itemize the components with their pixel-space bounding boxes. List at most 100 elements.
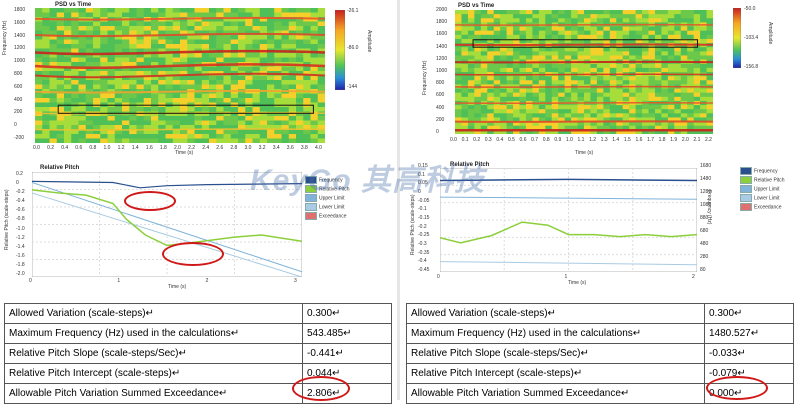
heatmap-cell [172,75,181,81]
heatmap-cell [577,129,585,134]
heatmap-cell [551,34,559,40]
heatmap-cell [629,96,636,102]
heatmap-cell [558,113,565,118]
tick-label: 2.0 [681,137,689,143]
heatmap-cell [71,120,79,126]
heatmap-cell [245,84,253,90]
left-heatmap-title: PSD vs Time [55,2,92,8]
heatmap-cell [296,98,304,103]
heatmap-cell [216,26,224,31]
heatmap-cell [500,26,507,31]
right-colorbar-label: Amplitude [767,22,773,45]
heatmap-cell [100,98,108,103]
heatmap-cell [187,30,195,36]
heatmap-cell [564,92,572,98]
heatmap-cell [661,117,669,122]
heatmap-cell [467,121,475,127]
heatmap-cell [317,84,325,90]
heatmap-cell [513,129,520,134]
heatmap-cell [648,109,656,114]
heatmap-cell [288,80,297,85]
heatmap-cell [317,116,325,121]
heatmap-cell [674,129,682,134]
heatmap-cell [616,105,623,110]
heatmap-cell [564,55,572,60]
heatmap-cell [680,10,688,15]
heatmap-cell [674,67,682,73]
heatmap-cell [622,80,630,85]
heatmap-cell [93,129,101,135]
heatmap-cell [78,57,87,63]
heatmap-cell [122,35,130,40]
heatmap-cell [230,21,239,27]
heatmap-cell [584,18,591,23]
heatmap-cell [172,57,181,63]
heatmap-cell [64,116,72,121]
heatmap-cell [506,67,514,73]
heatmap-cell [654,30,662,36]
heatmap-cell [545,125,553,131]
heatmap-cell [455,10,462,15]
heatmap-cell [303,98,311,103]
heatmap-cell [545,63,553,69]
heatmap-cell [635,67,643,73]
heatmap-cell [317,134,325,139]
heatmap-cell [49,62,58,67]
heatmap-cell [584,38,591,44]
heatmap-cell [151,62,159,67]
heatmap-cell [281,134,290,139]
heatmap-cell [194,71,203,76]
heatmap-cell [648,26,656,31]
heatmap-cell [223,8,232,13]
heatmap-cell [622,18,630,23]
heatmap-cell [209,93,217,99]
heatmap-cell [100,80,108,85]
heatmap-cell [180,26,188,31]
tick-label: 0.3 [484,137,492,143]
heatmap-cell [622,47,630,52]
heatmap-cell [151,71,159,76]
heatmap-cell [513,109,520,114]
heatmap-cell [274,107,282,112]
heatmap-cell [107,57,116,63]
heatmap-cell [252,75,261,81]
tick-label: 1000 [14,58,26,65]
heatmap-cell [635,18,643,23]
heatmap-cell [56,21,65,27]
heatmap-cell [551,113,559,118]
heatmap-cell [461,125,469,131]
heatmap-cell [281,75,290,81]
heatmap-cell [64,12,72,18]
heatmap-cell [201,129,210,135]
heatmap-cell [49,30,58,36]
heatmap-cell [603,76,611,81]
heatmap-cell [281,30,290,36]
heatmap-cell [216,125,224,130]
right-table-row: Relative Pitch Slope (scale-steps/Sec)↵ -… [406,343,794,364]
heatmap-cell [538,96,546,102]
heatmap-cell [622,14,630,19]
heatmap-cell [642,80,649,85]
heatmap-cell [288,17,297,22]
heatmap-cell [480,109,488,114]
heatmap-cell [519,51,527,56]
legend-label: Frequency [319,177,343,184]
heatmap-cell [467,18,475,23]
heatmap-cell [545,129,553,134]
heatmap-cell [296,129,304,135]
heatmap-cell [603,80,611,85]
heatmap-cell [622,76,630,81]
heatmap-cell [661,18,669,23]
heatmap-cell [42,39,50,45]
heatmap-cell [35,8,43,13]
heatmap-cell [603,113,611,118]
heatmap-cell [165,120,174,126]
heatmap-cell [85,8,94,13]
heatmap-cell [42,107,50,112]
heatmap-cell [303,93,311,99]
heatmap-cell [223,93,232,99]
heatmap-cell [288,30,297,36]
heatmap-cell [506,14,514,19]
heatmap-cell [635,125,643,131]
tick-label: -0.4 [418,258,427,265]
